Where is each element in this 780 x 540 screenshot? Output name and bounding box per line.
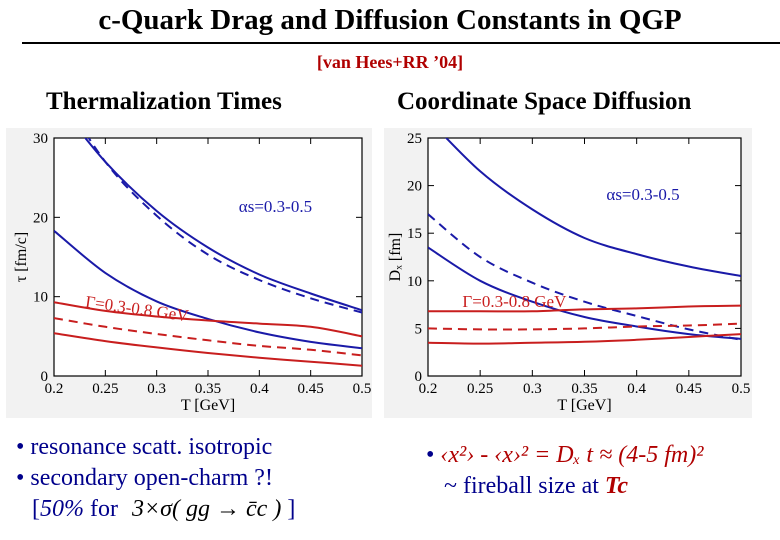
x-tick-label: 0.2 (419, 381, 438, 397)
bullet-fraction: [50% for 3×σ( gg → c̄c ) ] (16, 494, 295, 525)
fireball-text: ~ fireball size at (444, 473, 599, 499)
x-tick-label: 0.3 (523, 381, 542, 397)
fireball-size-line: ~ fireball size at Tc (426, 471, 703, 502)
thermalization-time-chart: 0.2 0.25 0.3 0.35 0.4 0.45 0.5 0 10 20 30 T [GeV] τ … (13, 131, 372, 414)
x-tick-label: 0.5 (353, 381, 372, 397)
diffusion-coefficient-chart: 0.2 0.25 0.3 0.35 0.4 0.45 0.5 0 5 10 15 20 25 T [GeV… (387, 131, 751, 414)
series-line--4 (428, 322, 741, 331)
diffusion-relation: ‹x²› - ‹x›² = Dₓ t ≈ (4-5 fm)² (440, 442, 704, 468)
series-line-s-1 (87, 138, 362, 314)
title-underline (22, 42, 780, 44)
bullet-resonance: • resonance scatt. isotropic (16, 434, 273, 460)
series-line--4 (54, 317, 362, 357)
y-tick-label: 15 (407, 226, 422, 242)
x-tick-label: 0.4 (250, 381, 269, 397)
series-group (54, 138, 362, 367)
left-bullet-list: • resonance scatt. isotropic • secondary… (16, 432, 295, 525)
x-axis-label: T [GeV] (557, 397, 611, 414)
x-tick-label: 0.25 (467, 381, 493, 397)
left-panel-heading: Thermalization Times (46, 88, 282, 115)
series-line-s-0 (444, 138, 741, 277)
x-tick-label: 0.3 (147, 381, 166, 397)
thermalization-time-plot: 0.2 0.25 0.3 0.35 0.4 0.45 0.5 0 10 20 30 T [GeV] τ … (6, 128, 372, 418)
y-tick-label: 0 (41, 369, 49, 385)
slide-title: c-Quark Drag and Diffusion Constants in … (98, 4, 682, 36)
for-word: for (90, 496, 118, 522)
citation: [van Hees+RR ’04] (316, 52, 464, 72)
bullet-open-charm: • secondary open-charm ?! (16, 465, 273, 491)
x-tick-label: 0.2 (45, 381, 64, 397)
bracket-close: ] (287, 496, 296, 522)
plot-frame (53, 137, 363, 377)
series-line-s-1 (428, 213, 741, 341)
percent-value: 50% (40, 496, 84, 522)
y-tick-label: 10 (33, 290, 48, 306)
critical-temperature-symbol: Tc (604, 473, 629, 499)
series-group (428, 138, 741, 345)
x-tick-label: 0.45 (298, 381, 324, 397)
diffusion-relation-line: • ‹x²› - ‹x›² = Dₓ t ≈ (4-5 fm)² (426, 440, 703, 471)
x-tick-label: 0.5 (732, 381, 751, 397)
x-axis-label: T [GeV] (181, 397, 235, 414)
x-tick-label: 0.4 (627, 381, 646, 397)
right-bullet-list: • ‹x²› - ‹x›² = Dₓ t ≈ (4-5 fm)² ~ fireb… (426, 440, 703, 502)
x-tick-label: 0.35 (571, 381, 597, 397)
y-tick-label: 30 (33, 131, 48, 147)
y-tick-label: 20 (407, 179, 422, 195)
diffusion-bullet: • (426, 442, 435, 468)
y-axis-label: Dₓ [fm] (387, 233, 404, 282)
y-tick-label: 10 (407, 274, 422, 290)
series-line-s-2 (54, 230, 362, 350)
bracket-open: [ (32, 496, 40, 522)
y-tick-label: 5 (415, 321, 423, 337)
plot-frame (427, 137, 742, 377)
x-tick-label: 0.25 (92, 381, 118, 397)
coupling-annotation: αs=0.3-0.5 (606, 185, 679, 204)
coupling-annotation: αs=0.3-0.5 (239, 197, 312, 216)
y-tick-label: 0 (415, 369, 423, 385)
series-line--3 (54, 301, 362, 338)
y-axis-label: τ [fm/c] (13, 232, 30, 282)
x-tick-label: 0.45 (676, 381, 702, 397)
width-annotation: Γ=0.3-0.8 GeV (462, 292, 567, 311)
series-line--5 (428, 333, 741, 345)
cross-section-formula: 3×σ( gg → c̄c ) (131, 496, 282, 522)
series-line--3 (428, 304, 741, 313)
right-panel-heading: Coordinate Space Diffusion (397, 88, 692, 115)
y-tick-label: 25 (407, 131, 422, 147)
y-tick-label: 20 (33, 210, 48, 226)
diffusion-coefficient-plot: 0.2 0.25 0.3 0.35 0.4 0.45 0.5 0 5 10 15 20 25 T [GeV… (384, 128, 752, 418)
series-line--5 (54, 332, 362, 367)
series-line-s-2 (428, 246, 741, 340)
x-tick-label: 0.35 (195, 381, 221, 397)
